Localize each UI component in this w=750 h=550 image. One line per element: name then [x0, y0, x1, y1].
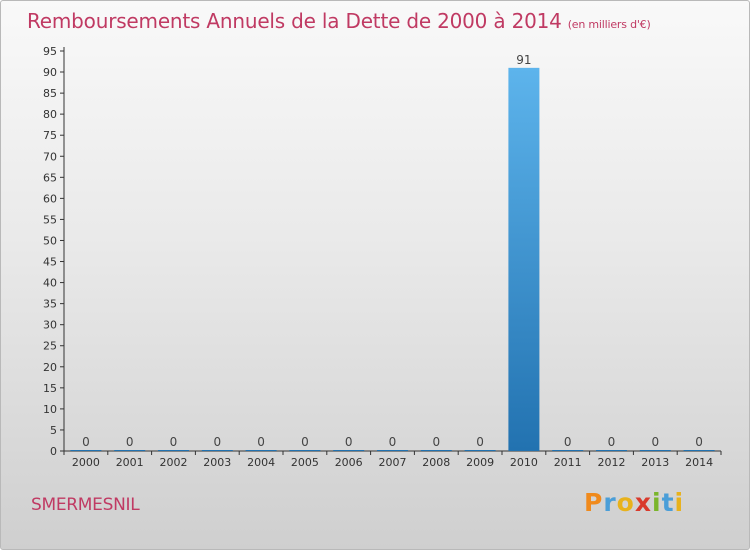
chart-labels: 0 0 0 0 0 0 0 0 0 0 91 0 0 0 0	[82, 53, 703, 449]
data-label-2011: 0	[564, 435, 572, 449]
chart-title: Remboursements Annuels de la Dette de 20…	[27, 9, 651, 33]
x-tick-label: 2009	[466, 456, 494, 469]
data-label-2006: 0	[345, 435, 353, 449]
bar-2012	[596, 450, 627, 451]
bar-2008	[420, 450, 452, 451]
y-tick-label: 35	[43, 298, 57, 311]
data-label-2000: 0	[82, 435, 90, 449]
x-tick-label: 2005	[291, 456, 319, 469]
bar-2009	[464, 450, 496, 451]
chart-axes: 0 5 10 15 20 25 30 35 40 45 50 55 60 65 70 75 80 85 90 95 20…	[43, 45, 722, 469]
x-tick-label: 2007	[379, 456, 407, 469]
logo-letter: i	[674, 488, 685, 517]
bar-2005	[289, 450, 321, 451]
y-tick-label: 50	[43, 234, 57, 247]
data-label-2002: 0	[170, 435, 178, 449]
data-label-2001: 0	[126, 435, 134, 449]
y-tick-label: 65	[43, 171, 57, 184]
y-tick-label: 80	[43, 108, 57, 121]
chart-bars	[70, 67, 715, 451]
x-tick-label: 2001	[116, 456, 144, 469]
x-tick-label: 2010	[510, 456, 538, 469]
y-tick-label: 10	[43, 403, 57, 416]
y-tick-label: 0	[50, 445, 57, 458]
y-tick-label: 85	[43, 87, 57, 100]
data-label-2004: 0	[257, 435, 265, 449]
x-tick-label: 2008	[422, 456, 450, 469]
data-label-2007: 0	[389, 435, 397, 449]
x-tick-label: 2012	[598, 456, 626, 469]
bar-2001	[114, 450, 146, 451]
x-tick-label: 2003	[203, 456, 231, 469]
place-name: SMERMESNIL	[31, 495, 140, 515]
y-tick-label: 60	[43, 192, 57, 205]
bar-2007	[377, 450, 408, 451]
logo-letter: r	[603, 488, 617, 517]
bar-2002	[158, 450, 189, 451]
data-label-2003: 0	[213, 435, 221, 449]
x-tick-label: 2011	[554, 456, 582, 469]
y-tick-label: 90	[43, 66, 57, 79]
x-tick-label: 2006	[335, 456, 363, 469]
y-tick-label: 30	[43, 319, 57, 332]
bar-2004	[245, 450, 277, 451]
bar-2006	[333, 450, 365, 451]
data-label-2013: 0	[651, 435, 659, 449]
logo-letter: o	[616, 488, 635, 517]
data-label-2005: 0	[301, 435, 309, 449]
y-tick-label: 75	[43, 129, 57, 142]
bar-2010	[508, 67, 540, 451]
chart-title-text: Remboursements Annuels de la Dette de 20…	[27, 9, 562, 33]
data-label-2012: 0	[608, 435, 616, 449]
logo-letter: t	[661, 488, 675, 517]
bar-2014	[683, 450, 715, 451]
x-tick-label: 2013	[641, 456, 669, 469]
data-label-2008: 0	[432, 435, 440, 449]
proxiti-logo: Proxiti	[584, 488, 684, 517]
x-tick-label: 2000	[72, 456, 100, 469]
y-tick-label: 15	[43, 382, 57, 395]
y-tick-label: 40	[43, 277, 57, 290]
y-tick-label: 95	[43, 45, 57, 58]
y-tick-label: 5	[50, 424, 57, 437]
bar-2000	[70, 450, 102, 451]
y-tick-label: 70	[43, 150, 57, 163]
data-label-2009: 0	[476, 435, 484, 449]
y-tick-label: 55	[43, 213, 57, 226]
chart-unit: (en milliers d'€)	[567, 18, 651, 31]
bar-2013	[639, 450, 671, 451]
logo-letter: x	[634, 488, 652, 517]
logo-letter: i	[652, 488, 662, 517]
y-tick-label: 25	[43, 340, 57, 353]
bar-2003	[201, 450, 233, 451]
logo-letter: P	[584, 488, 604, 517]
y-tick-label: 45	[43, 256, 57, 269]
y-tick-label: 20	[43, 361, 57, 374]
bar-2011	[552, 450, 584, 451]
data-label-2010: 91	[516, 53, 531, 67]
x-tick-label: 2004	[247, 456, 275, 469]
x-tick-label: 2002	[160, 456, 188, 469]
data-label-2014: 0	[695, 435, 703, 449]
x-tick-label: 2014	[685, 456, 713, 469]
